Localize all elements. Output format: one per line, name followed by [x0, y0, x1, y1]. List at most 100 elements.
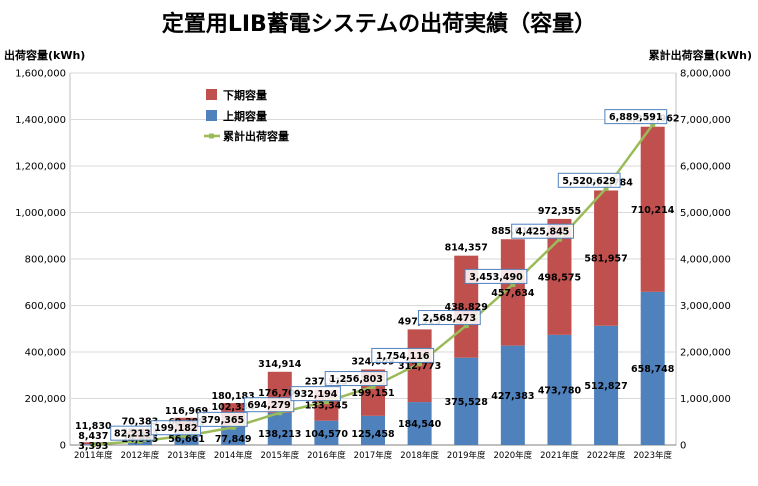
bar-upper-half: [594, 325, 619, 445]
cumulative-label: 379,365: [201, 415, 244, 426]
upper-half-label: 658,748: [631, 364, 675, 375]
bar-upper-half: [547, 334, 572, 445]
chart-title: 定置用LIB蓄電システムの出荷実績（容量）: [161, 12, 597, 37]
left-tick-label: 1,400,000: [15, 115, 66, 126]
cumulative-marker: [556, 236, 562, 242]
left-tick-label: 400,000: [25, 348, 66, 359]
cumulative-marker: [510, 281, 516, 287]
cumulative-label: 199,182: [154, 423, 197, 434]
cumulative-label: 5,520,629: [562, 176, 616, 187]
left-tick-label: 200,000: [25, 394, 66, 405]
legend-marker-cumulative: [209, 133, 214, 139]
upper-half-label: 125,458: [351, 429, 395, 440]
legend-swatch-lower-half: [206, 89, 217, 100]
cumulative-label-box: [371, 347, 435, 363]
x-tick-label: 2011年度: [74, 450, 113, 461]
right-tick-label: 7,000,000: [680, 115, 731, 126]
upper-half-label: 184,540: [398, 419, 442, 430]
x-tick-label: 2013年度: [167, 450, 206, 461]
x-tick-label: 2016年度: [307, 450, 346, 461]
cumulative-label-box: [511, 223, 574, 239]
bar-upper-half: [407, 402, 432, 445]
x-tick-label: 2017年度: [354, 450, 393, 461]
cumulative-label-box: [557, 172, 621, 188]
cumulative-label: 6,889,591: [609, 112, 663, 123]
cumulative-marker: [184, 433, 190, 439]
upper-half-label: 3,393: [78, 441, 108, 452]
right-axis-title: 累計出荷容量(kWh): [648, 49, 752, 62]
upper-half-label: 56,661: [168, 434, 205, 445]
bar-upper-half: [314, 420, 339, 445]
lower-half-label: 312,773: [398, 361, 441, 372]
right-tick-label: 0: [680, 441, 686, 452]
left-tick-label: 800,000: [25, 255, 66, 266]
right-tick-label: 1,000,000: [680, 394, 731, 405]
bar-upper-half: [267, 412, 292, 445]
bar-upper-half: [454, 357, 479, 445]
bar-lower-half: [594, 190, 619, 326]
upper-half-label: 138,213: [258, 429, 301, 440]
cumulative-marker: [463, 323, 469, 329]
cumulative-marker: [90, 441, 96, 447]
cumulative-marker: [137, 438, 143, 444]
right-tick-label: 4,000,000: [680, 255, 731, 266]
cumulative-label: 1,256,803: [329, 374, 383, 385]
upper-half-label: 512,827: [584, 381, 627, 392]
lower-half-label: 102,334: [212, 402, 256, 413]
cumulative-label: 82,213: [114, 429, 151, 440]
left-tick-label: 600,000: [25, 301, 66, 312]
lower-half-label: 199,151: [351, 388, 394, 399]
bar-upper-half: [500, 345, 525, 445]
lower-half-label: 133,345: [305, 401, 348, 412]
cumulative-label-box: [324, 371, 388, 387]
legend-label-cumulative: 累計出荷容量: [223, 129, 289, 143]
x-tick-label: 2020年度: [494, 450, 533, 461]
cumulative-label: 932,194: [294, 389, 338, 400]
x-tick-label: 2019年度: [447, 450, 486, 461]
lower-half-label: 438,829: [445, 302, 488, 313]
upper-half-label: 427,383: [491, 391, 534, 402]
upper-half-label: 473,780: [538, 385, 582, 396]
x-tick-label: 2012年度: [121, 450, 160, 461]
cumulative-marker: [417, 360, 423, 366]
bar-lower-half: [640, 126, 665, 292]
cumulative-marker: [650, 122, 656, 128]
legend-label-upper-half: 上期容量: [223, 109, 267, 123]
left-tick-label: 1,000,000: [15, 208, 66, 219]
lower-half-label: 581,957: [584, 254, 627, 265]
cumulative-marker: [230, 424, 236, 430]
upper-half-label: 375,528: [445, 397, 489, 408]
upper-half-label: 104,570: [305, 429, 349, 440]
bar-upper-half: [640, 291, 665, 445]
bar-upper-half: [221, 426, 246, 445]
x-tick-label: 2015年度: [260, 450, 299, 461]
right-tick-label: 8,000,000: [680, 69, 731, 80]
x-tick-label: 2023年度: [633, 450, 672, 461]
total-label: 116,969: [165, 406, 208, 417]
right-tick-label: 3,000,000: [680, 301, 731, 312]
right-tick-label: 2,000,000: [680, 348, 731, 359]
lower-half-label: 8,437: [78, 431, 108, 442]
legend-swatch-upper-half: [206, 110, 217, 121]
cumulative-marker: [603, 185, 609, 191]
cumulative-label: 2,568,473: [423, 313, 477, 324]
left-tick-label: 0: [60, 441, 66, 452]
cumulative-label-box: [464, 268, 528, 284]
bar-upper-half: [361, 415, 385, 445]
total-label: 70,383: [122, 417, 159, 428]
cumulative-label-box: [417, 310, 481, 326]
cumulative-label-box: [604, 109, 668, 125]
right-tick-label: 5,000,000: [680, 208, 731, 219]
total-label: 180,183: [212, 391, 255, 402]
cumulative-label: 1,754,116: [376, 351, 430, 362]
lower-half-label: 176,701: [258, 388, 301, 399]
left-axis-title: 出荷容量(kWh): [4, 49, 86, 62]
cumulative-label-box: [197, 411, 248, 427]
x-tick-label: 2021年度: [540, 450, 579, 461]
cumulative-marker: [323, 399, 329, 405]
total-label: 11,830: [75, 421, 112, 432]
left-tick-label: 1,200,000: [15, 162, 66, 173]
lower-half-label: 457,634: [491, 288, 535, 299]
legend-label-lower-half: 下期容量: [223, 88, 267, 102]
